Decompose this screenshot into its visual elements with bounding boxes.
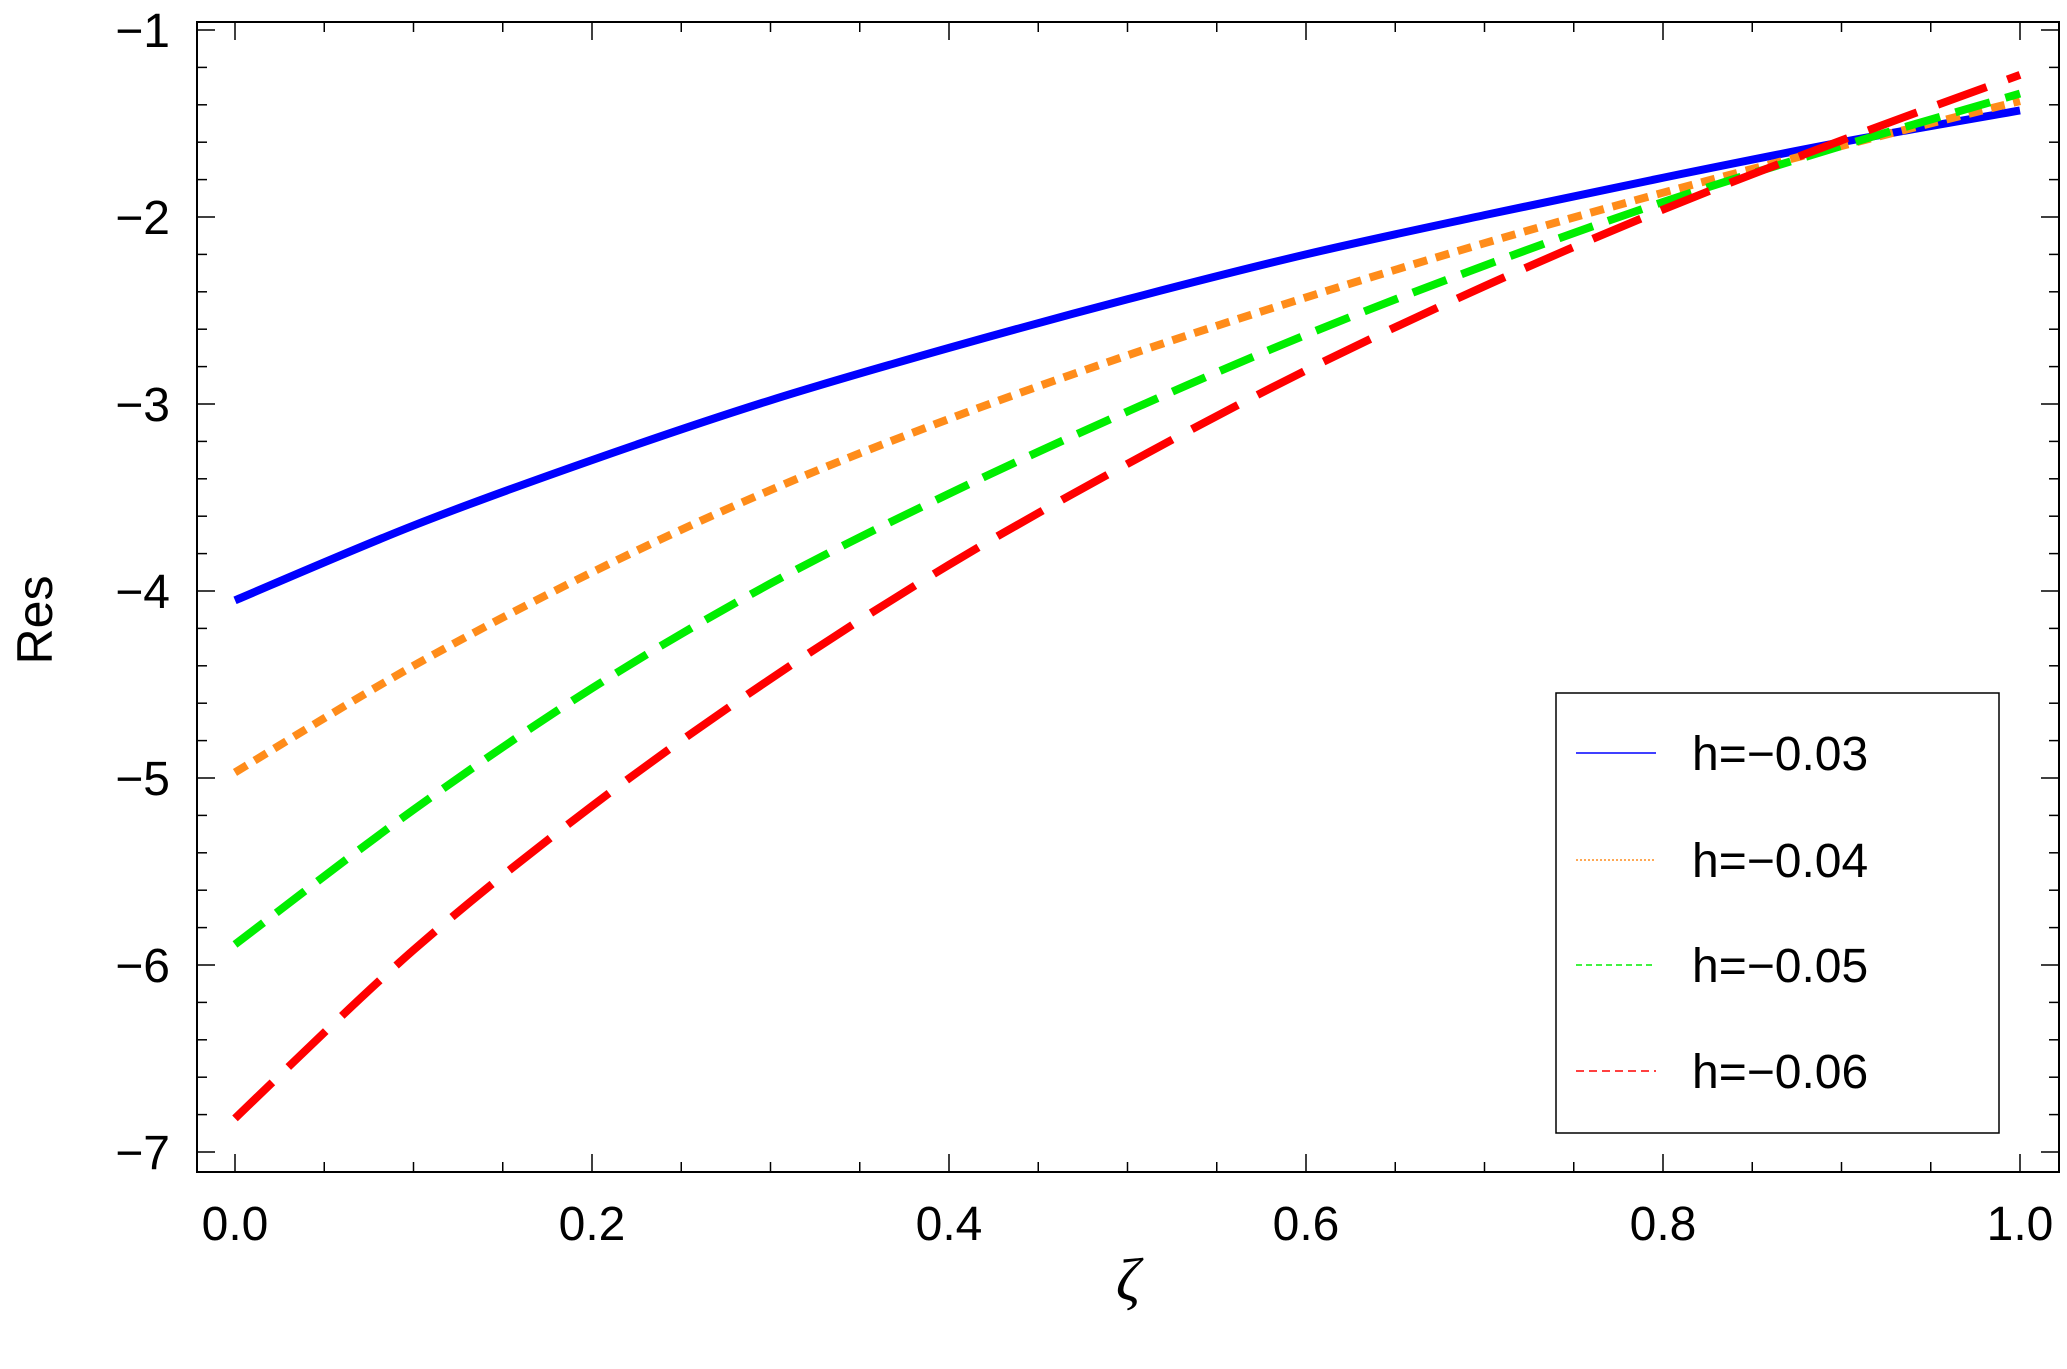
x-tick-label: 1.0 bbox=[1987, 1198, 2054, 1251]
y-axis-ticks: −7 −6 −5 −4 −3 −2 −1 bbox=[115, 5, 2059, 1180]
series-line-2 bbox=[232, 97, 2021, 776]
series-line-1 bbox=[233, 106, 2021, 605]
x-tick-label: 0.2 bbox=[559, 1198, 626, 1251]
x-tick-label: 0.6 bbox=[1273, 1198, 1340, 1251]
y-axis-title: Res bbox=[7, 576, 63, 665]
y-tick-label: −6 bbox=[115, 940, 170, 993]
y-tick-label: −3 bbox=[115, 379, 170, 432]
y-tick-label: −4 bbox=[115, 566, 170, 619]
x-axis-title: ζ bbox=[1116, 1247, 1144, 1313]
y-tick-label: −5 bbox=[115, 753, 170, 806]
series-lines bbox=[232, 71, 2022, 1122]
series-line-4 bbox=[232, 71, 2022, 1122]
legend: h=−0.03 h=−0.04 h=−0.05 h=−0.06 bbox=[1555, 692, 2000, 1134]
legend-label-4: h=−0.06 bbox=[1692, 1046, 1868, 1099]
y-tick-label: −2 bbox=[115, 192, 170, 245]
x-tick-label: 0.4 bbox=[916, 1198, 983, 1251]
y-tick-label: −7 bbox=[115, 1127, 170, 1180]
legend-label-2: h=−0.04 bbox=[1692, 835, 1868, 888]
legend-label-3: h=−0.05 bbox=[1692, 940, 1868, 993]
x-axis-ticks: 0.0 0.2 0.4 0.6 0.8 1.0 bbox=[202, 22, 2054, 1251]
x-tick-label: 0.8 bbox=[1630, 1198, 1697, 1251]
legend-box bbox=[1555, 692, 2000, 1134]
legend-label-1: h=−0.03 bbox=[1692, 728, 1868, 781]
y-tick-label: −1 bbox=[115, 5, 170, 58]
x-tick-label: 0.0 bbox=[202, 1198, 269, 1251]
